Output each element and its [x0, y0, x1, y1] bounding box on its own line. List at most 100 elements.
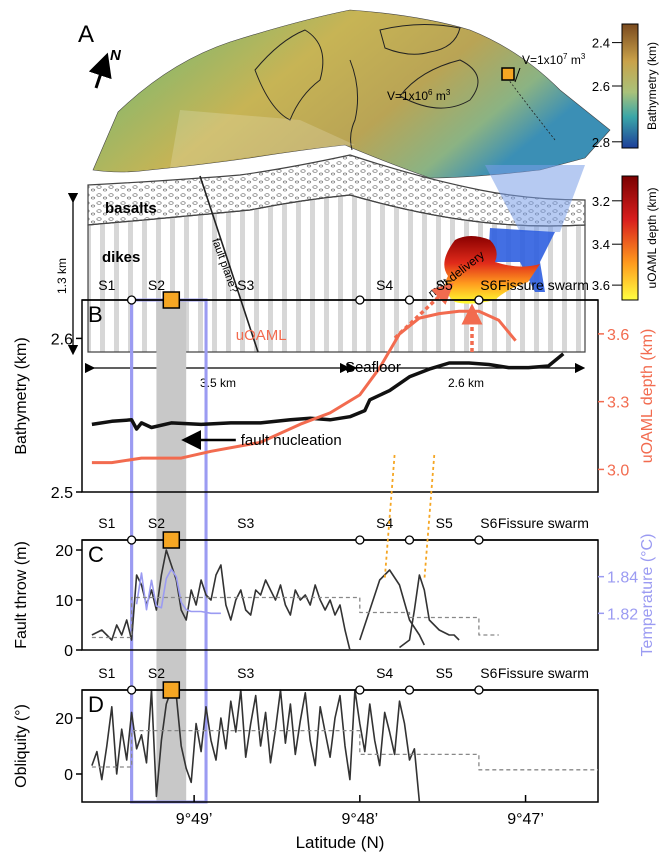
panel-letter: B	[88, 302, 103, 327]
segment-label: S6	[480, 277, 497, 293]
x-tick-label: 9°48’	[342, 811, 379, 828]
dim-left-label: 3.5 km	[200, 376, 236, 390]
segment-label: S2	[148, 515, 165, 531]
panel-b: B 2.5 2.6 Bathymetry (km) 3.0 3.3 3.6 uOAML dep…	[13, 277, 656, 502]
segment-label: S4	[376, 277, 393, 293]
segment-boundary-marker	[474, 535, 484, 545]
panel-a: A basalts dikes fault plane? melt delive…	[55, 9, 659, 390]
fault-plane-line	[199, 175, 259, 353]
basalts-label: basalts	[105, 200, 157, 217]
series-temperature	[135, 568, 221, 615]
segment-boundary-marker	[404, 685, 415, 695]
y-right-axis-label: uOAML depth (km)	[639, 329, 656, 464]
y-right-tick-label: 3.6	[607, 327, 629, 344]
series-fault-throw-s5	[399, 574, 460, 649]
y-right-tick-label: 3.3	[607, 395, 629, 412]
y-axis-label: Fault throw (m)	[13, 541, 30, 649]
segment-marker-square	[162, 531, 181, 549]
dim-right-label: 2.6 km	[448, 376, 484, 390]
segment-label: S1	[98, 665, 115, 681]
annotation-fault-nucleation: fault nucleation	[241, 432, 342, 449]
panel-a-letter: A	[78, 21, 94, 48]
bathymetry-surface	[92, 9, 611, 179]
y-tick-label: 20	[55, 711, 73, 728]
fissure-outline-west	[254, 29, 324, 121]
series-mean-throw	[91, 596, 499, 639]
colorbar-tick-label: 2.6	[592, 79, 610, 94]
north-label: N	[110, 47, 122, 64]
transparent-wedge	[170, 110, 355, 168]
series-obliquity	[91, 689, 421, 803]
dashed-flow-line	[504, 74, 556, 141]
x-tick-label: 9°49’	[176, 811, 213, 828]
flow-outline-center	[349, 59, 359, 151]
north-arrow-icon	[88, 52, 112, 89]
segment-boundary-marker	[126, 535, 137, 545]
segment-boundary-marker	[126, 685, 137, 695]
series-seafloor	[91, 352, 565, 431]
colorbar-tick-label: 2.4	[592, 36, 610, 51]
volume-large-leader	[514, 67, 521, 83]
colorbar-uoaml	[621, 175, 639, 301]
segment-connector	[383, 454, 396, 581]
segment-label: S3	[237, 665, 254, 681]
y-tick-label: 20	[55, 543, 73, 560]
segment-label: S5	[436, 277, 453, 293]
y-tick-label: 2.5	[51, 485, 73, 502]
fissure-outline-east	[379, 23, 461, 55]
segment-label: S3	[237, 515, 254, 531]
panel-d: D 0 20 Obliquity (°) S1 S2 S3 S4 S5 S6 Fissure swa…	[13, 665, 599, 852]
y-tick-label: 0	[64, 643, 73, 660]
colorbar-tick-label: 3.6	[592, 278, 610, 293]
series-fault-throw-s4	[359, 569, 426, 646]
melt-lens	[444, 236, 540, 304]
volume-large-label: V=1x107 m3	[522, 52, 586, 67]
dim-vertical-label: 1.3 km	[55, 258, 69, 294]
y-tick-label: 0	[64, 767, 73, 784]
segment-boundary-marker	[355, 535, 365, 545]
y-tick-label: 10	[55, 593, 73, 610]
colorbar-tick-label: 3.2	[592, 194, 610, 209]
segment-boundary-marker	[474, 685, 484, 695]
segment-label: S6	[480, 515, 497, 531]
charts: B 2.5 2.6 Bathymetry (km) 3.0 3.3 3.6 uOAML dep…	[13, 277, 656, 852]
segment-label: S6	[480, 665, 497, 681]
panel-letter: D	[88, 692, 104, 717]
y-axis-label: Bathymetry (km)	[13, 337, 30, 454]
segment-label: Fissure swarm	[498, 277, 589, 293]
segment-label: S1	[98, 515, 115, 531]
y-right-tick-label: 1.82	[607, 606, 638, 623]
x-tick-label: 9°47’	[507, 811, 544, 828]
series-fault-throw	[91, 549, 351, 651]
segment-label: S4	[376, 665, 393, 681]
segment-boundary-marker	[474, 295, 484, 305]
x-axis-label: Latitude (N)	[296, 833, 385, 852]
colorbar-tick-label: 2.8	[592, 135, 610, 150]
segment-boundary-marker	[355, 685, 365, 695]
y-right-tick-label: 3.0	[607, 462, 629, 479]
colorbar-bathymetry-title: Bathymetry (km)	[645, 42, 659, 130]
segment-marker-square	[162, 291, 181, 309]
segment-connector	[423, 454, 436, 581]
fault-nucleation-shading	[156, 300, 187, 802]
segment-label: S4	[376, 515, 393, 531]
segment-label: S5	[436, 665, 453, 681]
segment-boundary-marker	[404, 295, 415, 305]
segment-label: S1	[98, 277, 115, 293]
colorbar-uoaml-title: uOAML depth (km)	[645, 188, 659, 289]
y-axis-label: Obliquity (°)	[13, 704, 30, 788]
panel-letter: C	[88, 542, 104, 567]
volume-small-label: V=1x106 m3	[387, 88, 451, 103]
y-tick-label: 2.6	[51, 331, 73, 348]
segment-boundary-marker	[355, 295, 365, 305]
blue-dike	[488, 228, 555, 292]
segment-boundary-marker	[404, 535, 415, 545]
annotation-uoaml: uOAML	[236, 327, 287, 344]
flow-fan	[399, 59, 479, 109]
segment-label: S2	[148, 665, 165, 681]
series-mean-obliquity	[91, 729, 598, 771]
dikes-label: dikes	[102, 249, 140, 266]
colorbar-bathymetry	[621, 23, 639, 149]
series-uoaml	[91, 309, 517, 465]
